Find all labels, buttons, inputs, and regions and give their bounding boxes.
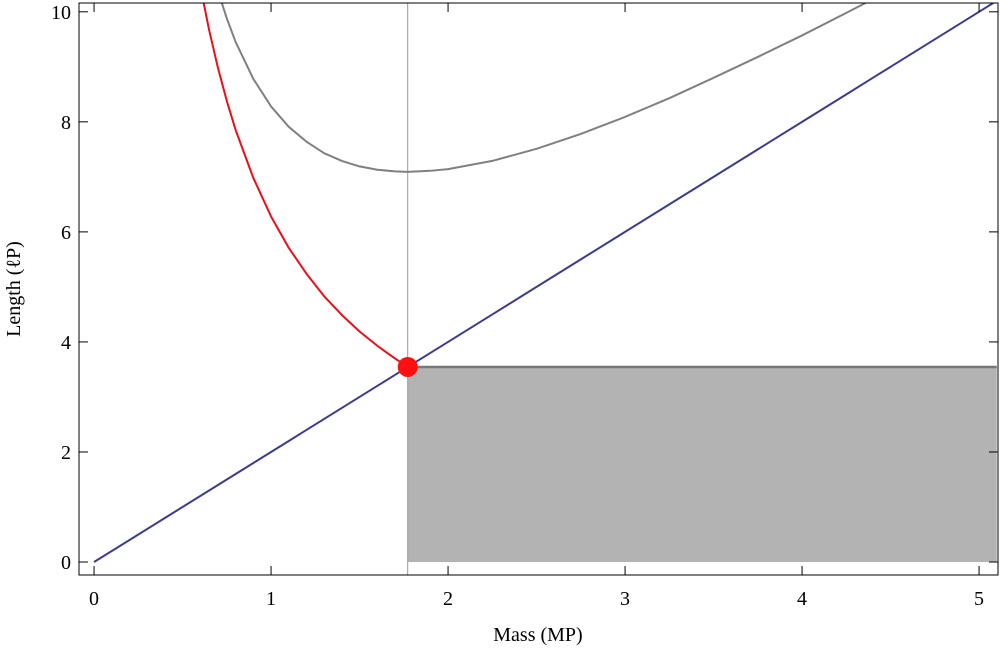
- series-line: [220, 3, 868, 173]
- y-tick-label: 10: [51, 2, 71, 24]
- x-tick-label: 0: [89, 588, 99, 610]
- frame: [78, 2, 999, 576]
- y-tick-label: 0: [61, 552, 71, 574]
- region: [407, 366, 997, 563]
- y-axis-label: Length (ℓP): [3, 241, 25, 337]
- x-tick-label: 5: [974, 588, 984, 610]
- x-tick-label: 4: [797, 588, 807, 610]
- y-tick-label: 6: [61, 222, 71, 244]
- y-tick-label: 4: [61, 332, 71, 354]
- series-line: [202, 3, 409, 368]
- x-axis-label: Mass (MP): [493, 624, 582, 646]
- x-tick-label: 1: [266, 588, 276, 610]
- point: [397, 356, 418, 377]
- y-tick-label: 2: [61, 442, 71, 464]
- x-tick-label: 2: [443, 588, 453, 610]
- y-tick-label: 8: [61, 112, 71, 134]
- x-tick-label: 3: [620, 588, 630, 610]
- plot-area: [93, 3, 997, 575]
